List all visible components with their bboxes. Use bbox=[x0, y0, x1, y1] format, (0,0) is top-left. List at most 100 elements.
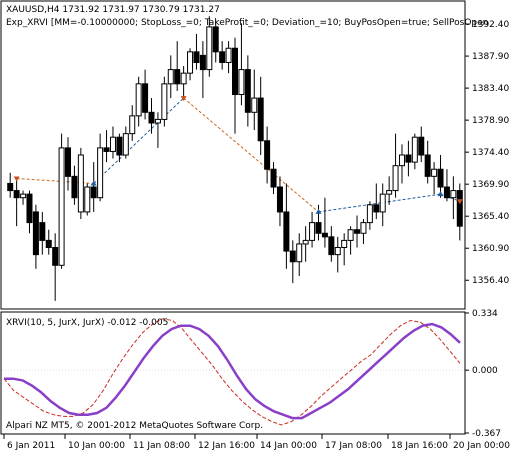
candle-body-bull bbox=[334, 247, 341, 256]
candle bbox=[437, 155, 444, 198]
candle bbox=[26, 190, 33, 234]
trade-line bbox=[183, 97, 319, 213]
price-tick-label: 1392.40 bbox=[472, 20, 509, 30]
trade-line bbox=[16, 177, 94, 184]
candle bbox=[418, 126, 425, 163]
candle bbox=[225, 41, 232, 74]
candle-body-bull bbox=[206, 26, 213, 71]
price-tick-label: 1374.40 bbox=[472, 148, 509, 158]
candle-body-bear bbox=[373, 204, 380, 213]
candle-body-bull bbox=[431, 168, 438, 177]
candle-body-bear bbox=[437, 168, 444, 188]
sell-arrow-icon bbox=[456, 199, 463, 205]
candle bbox=[148, 98, 155, 134]
candle bbox=[251, 69, 258, 131]
candle-body-bear bbox=[103, 147, 110, 152]
candle-body-bear bbox=[13, 190, 20, 199]
candle-body-bull bbox=[302, 239, 309, 245]
candle-body-bear bbox=[148, 111, 155, 124]
candle bbox=[39, 211, 46, 255]
price-tick-label: 1383.40 bbox=[472, 84, 509, 94]
candle bbox=[32, 204, 39, 269]
xrvi-main-line bbox=[4, 322, 461, 420]
candle bbox=[199, 41, 206, 99]
candle bbox=[13, 179, 20, 227]
candle-body-bear bbox=[244, 69, 251, 113]
time-tick-label: 18 Jan 16:00 bbox=[391, 441, 448, 451]
candle bbox=[71, 165, 78, 205]
time-tick-label: 12 Jan 16:00 bbox=[198, 441, 255, 451]
candle-body-bear bbox=[39, 222, 46, 241]
candle-body-bear bbox=[315, 222, 322, 234]
sell-arrow-icon bbox=[13, 176, 20, 182]
candle-body-bull bbox=[238, 69, 245, 96]
candle-body-bear bbox=[276, 186, 283, 213]
candle bbox=[366, 201, 373, 230]
candle bbox=[334, 236, 341, 273]
candle bbox=[456, 183, 463, 241]
candle-body-bear bbox=[116, 136, 123, 156]
trade-signal-lines bbox=[16, 97, 460, 213]
candle bbox=[193, 34, 200, 70]
candle-body-bull bbox=[84, 186, 91, 213]
candle-body-bull bbox=[180, 72, 187, 85]
candle-body-bear bbox=[142, 83, 149, 113]
xrvi-signal-line bbox=[3, 318, 461, 426]
candle-body-bear bbox=[174, 69, 181, 85]
candle bbox=[103, 130, 110, 163]
candle-body-bull bbox=[341, 239, 348, 249]
candle bbox=[116, 133, 123, 163]
candle-body-bear bbox=[45, 239, 52, 249]
candle bbox=[7, 172, 14, 198]
candle-body-bull bbox=[225, 47, 232, 63]
candle bbox=[219, 41, 226, 70]
price-tick-label: 1378.90 bbox=[472, 116, 509, 126]
indicator-tick-label: 0.000 bbox=[472, 366, 498, 376]
candle-body-bear bbox=[257, 97, 264, 142]
candle bbox=[129, 105, 136, 141]
price-axis: 1392.40 1387.90 1383.40 1378.90 1374.40 1369.… bbox=[465, 20, 509, 286]
candle bbox=[142, 69, 149, 120]
candle-body-bull bbox=[161, 83, 168, 120]
candle bbox=[328, 226, 335, 262]
candle bbox=[264, 126, 271, 184]
candle-body-bull bbox=[77, 154, 84, 213]
candle-body-bull bbox=[398, 154, 405, 167]
candle-body-bull bbox=[296, 243, 303, 263]
candle-body-bull bbox=[411, 136, 418, 163]
candle-body-bull bbox=[122, 133, 129, 156]
candle-body-bull bbox=[58, 147, 65, 266]
candle bbox=[20, 190, 27, 205]
candle bbox=[52, 233, 59, 301]
expert-info: Exp_XRVI [MM=-0.10000000; StopLoss_=0; T… bbox=[6, 18, 488, 28]
candle bbox=[84, 183, 91, 216]
candle bbox=[58, 133, 65, 269]
candle bbox=[296, 233, 303, 276]
candle-body-bull bbox=[366, 204, 373, 224]
candle-body-bear bbox=[65, 147, 72, 177]
candle-body-bear bbox=[7, 182, 14, 192]
candle bbox=[424, 140, 431, 184]
candle bbox=[90, 162, 97, 212]
candle bbox=[392, 133, 399, 198]
candle bbox=[411, 133, 418, 170]
candle-body-bull bbox=[109, 136, 116, 152]
time-tick-label: 17 Jan 08:00 bbox=[325, 441, 382, 451]
candle-body-bull bbox=[20, 193, 27, 199]
candle-body-bear bbox=[193, 51, 200, 63]
candle-body-bear bbox=[328, 236, 335, 256]
trade-arrows bbox=[13, 96, 463, 214]
candle-body-bear bbox=[212, 26, 219, 53]
candle bbox=[276, 176, 283, 227]
candle-body-bull bbox=[135, 83, 142, 117]
candle bbox=[257, 76, 264, 155]
candle-body-bear bbox=[32, 211, 39, 256]
time-tick-label: 10 Jan 00:00 bbox=[68, 441, 125, 451]
candle-body-bear bbox=[443, 186, 450, 199]
buy-arrow-icon bbox=[437, 191, 444, 197]
candle-body-bear bbox=[232, 47, 238, 96]
candle-body-bear bbox=[219, 51, 226, 63]
candle-body-bull bbox=[129, 115, 136, 135]
candle bbox=[379, 183, 386, 227]
